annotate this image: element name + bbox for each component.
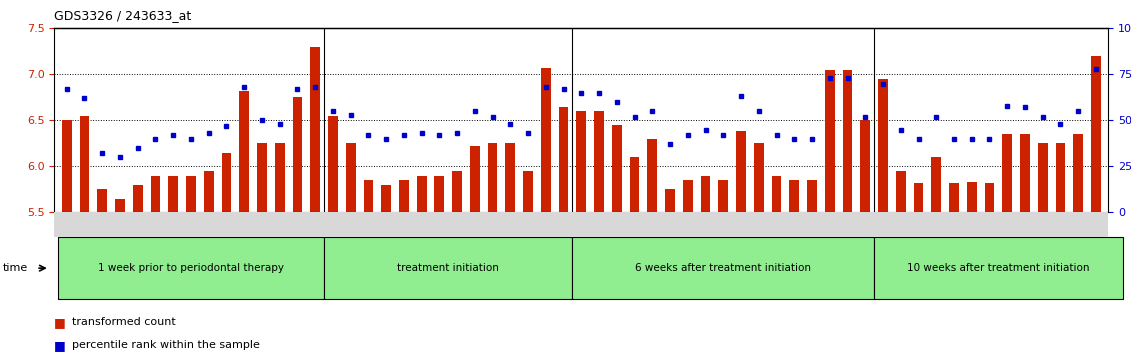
Bar (967, 182, 977, 212)
Bar (79, 116, 89, 212)
Bar (169, 176, 178, 212)
Bar (506, 143, 516, 212)
Bar (222, 153, 232, 212)
Bar (185, 176, 196, 212)
Text: ■: ■ (54, 339, 66, 352)
Bar (914, 183, 923, 212)
Bar (524, 171, 533, 212)
Bar (1038, 143, 1047, 212)
Bar (541, 68, 551, 212)
Bar (718, 180, 728, 212)
Bar (115, 199, 124, 212)
Bar (452, 171, 461, 212)
Text: treatment initiation: treatment initiation (397, 263, 499, 273)
Bar (683, 180, 692, 212)
Bar (949, 183, 959, 212)
Bar (470, 146, 480, 212)
Bar (594, 111, 604, 212)
Bar (1108, 107, 1119, 212)
Bar (54, 212, 1108, 237)
Bar (701, 176, 710, 212)
Bar (150, 176, 161, 212)
Bar (1091, 56, 1100, 212)
Bar (771, 176, 782, 212)
Bar (240, 91, 249, 212)
Bar (434, 176, 444, 212)
Bar (808, 180, 817, 212)
Bar (487, 143, 498, 212)
Bar (257, 143, 267, 212)
Bar (346, 143, 355, 212)
Text: time: time (2, 263, 27, 273)
Bar (665, 189, 675, 212)
Bar (381, 185, 391, 212)
Text: percentile rank within the sample: percentile rank within the sample (72, 340, 260, 350)
Bar (577, 111, 586, 212)
Bar (323, 237, 572, 299)
Bar (824, 70, 835, 212)
Bar (843, 70, 853, 212)
Bar (1055, 143, 1065, 212)
Bar (878, 79, 888, 212)
Bar (559, 107, 569, 212)
Bar (736, 131, 746, 212)
Bar (1073, 134, 1083, 212)
Bar (328, 116, 338, 212)
Bar (399, 180, 408, 212)
Text: ■: ■ (54, 316, 66, 329)
Bar (204, 171, 214, 212)
Text: 6 weeks after treatment initiation: 6 weeks after treatment initiation (636, 263, 811, 273)
Text: 10 weeks after treatment initiation: 10 weeks after treatment initiation (907, 263, 1089, 273)
Bar (1020, 134, 1030, 212)
Bar (896, 171, 906, 212)
Text: GDS3326 / 243633_at: GDS3326 / 243633_at (54, 9, 191, 22)
Bar (310, 47, 320, 212)
Bar (931, 157, 941, 212)
Bar (416, 176, 426, 212)
Bar (874, 237, 1123, 299)
Text: 1 week prior to periodontal therapy: 1 week prior to periodontal therapy (98, 263, 284, 273)
Bar (293, 97, 302, 212)
Bar (62, 120, 71, 212)
Bar (647, 139, 657, 212)
Bar (363, 180, 373, 212)
Bar (861, 120, 870, 212)
Bar (58, 237, 323, 299)
Bar (97, 189, 107, 212)
Bar (572, 237, 874, 299)
Bar (754, 143, 763, 212)
Text: transformed count: transformed count (72, 317, 176, 327)
Bar (612, 125, 622, 212)
Bar (275, 143, 285, 212)
Bar (132, 185, 143, 212)
Bar (789, 180, 800, 212)
Bar (1002, 134, 1012, 212)
Bar (630, 157, 639, 212)
Bar (985, 183, 994, 212)
